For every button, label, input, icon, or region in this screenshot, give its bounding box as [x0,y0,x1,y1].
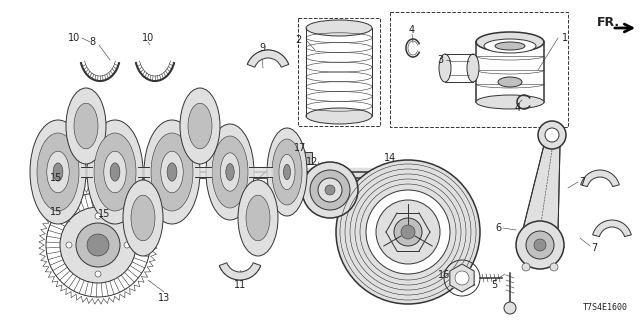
Ellipse shape [167,163,177,181]
Ellipse shape [306,20,372,36]
Text: 11: 11 [234,280,246,290]
Ellipse shape [272,139,302,205]
Ellipse shape [180,88,220,164]
Text: 15: 15 [50,173,62,183]
Circle shape [516,221,564,269]
Text: 14: 14 [384,153,396,163]
Ellipse shape [74,103,98,149]
Circle shape [376,200,440,264]
Text: FR.: FR. [597,15,620,28]
Text: 10: 10 [68,33,80,43]
Text: 6: 6 [495,223,501,233]
Wedge shape [247,50,289,67]
Circle shape [95,213,101,219]
Circle shape [325,185,335,195]
Polygon shape [522,145,560,233]
Ellipse shape [498,77,522,87]
Circle shape [310,170,350,210]
Ellipse shape [123,180,163,256]
Ellipse shape [238,180,278,256]
Text: 10: 10 [142,33,154,43]
Ellipse shape [212,136,248,208]
Text: 2: 2 [295,35,301,45]
Circle shape [455,271,469,285]
Text: 9: 9 [259,43,265,53]
Ellipse shape [110,163,120,181]
Circle shape [534,239,546,251]
Text: 15: 15 [98,209,110,219]
Circle shape [366,190,450,274]
Ellipse shape [104,151,126,193]
Ellipse shape [37,133,79,211]
Polygon shape [450,264,474,292]
Ellipse shape [131,195,155,241]
Text: 3: 3 [437,55,443,65]
Circle shape [545,128,559,142]
Circle shape [550,263,558,271]
Ellipse shape [94,133,136,211]
Text: 7: 7 [591,243,597,253]
Ellipse shape [476,95,544,109]
Ellipse shape [484,39,536,53]
Text: 8: 8 [89,37,95,47]
Circle shape [95,271,101,277]
Text: 13: 13 [158,293,170,303]
Circle shape [87,234,109,256]
Wedge shape [220,263,260,280]
Ellipse shape [188,103,212,149]
Circle shape [526,231,554,259]
Text: 17: 17 [294,143,306,153]
Ellipse shape [220,153,239,191]
Circle shape [66,242,72,248]
Ellipse shape [467,54,479,82]
Ellipse shape [306,108,372,124]
Ellipse shape [226,164,234,180]
Text: 12: 12 [306,157,318,167]
Circle shape [401,225,415,239]
Wedge shape [580,170,620,187]
Ellipse shape [66,88,106,164]
Circle shape [76,223,120,267]
Ellipse shape [53,163,63,181]
Ellipse shape [284,164,291,180]
Circle shape [336,160,480,304]
Ellipse shape [476,32,544,52]
Wedge shape [593,220,631,236]
Text: 1: 1 [562,33,568,43]
Circle shape [302,162,358,218]
Ellipse shape [246,195,270,241]
Ellipse shape [161,151,183,193]
Circle shape [318,178,342,202]
Circle shape [522,263,530,271]
Circle shape [394,218,422,246]
Text: 7: 7 [579,177,585,187]
Circle shape [538,121,566,149]
Bar [390,12,568,127]
Ellipse shape [151,133,193,211]
Circle shape [504,302,516,314]
Ellipse shape [439,54,451,82]
Text: T7S4E1600: T7S4E1600 [583,303,628,313]
Text: 16: 16 [438,270,450,280]
Circle shape [124,242,130,248]
Ellipse shape [495,42,525,50]
Text: 15: 15 [50,207,62,217]
Ellipse shape [87,120,143,224]
Ellipse shape [206,124,254,220]
Ellipse shape [279,155,295,189]
Ellipse shape [267,128,307,216]
Text: 4: 4 [515,103,521,113]
Text: 4: 4 [409,25,415,35]
Text: 5: 5 [491,280,497,290]
Ellipse shape [47,151,69,193]
Bar [304,152,312,164]
Ellipse shape [30,120,86,224]
Bar [298,18,380,126]
Circle shape [60,207,136,283]
Ellipse shape [144,120,200,224]
